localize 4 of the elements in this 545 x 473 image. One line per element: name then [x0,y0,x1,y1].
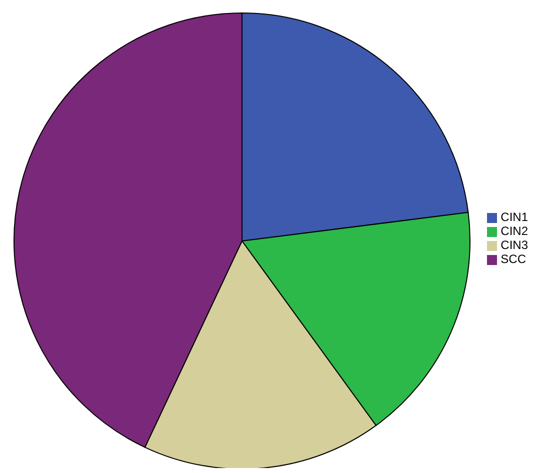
legend-label: CIN3 [500,238,528,252]
legend-label: CIN1 [500,210,528,224]
legend-label: SCC [500,252,526,266]
legend-label: CIN2 [500,224,528,238]
